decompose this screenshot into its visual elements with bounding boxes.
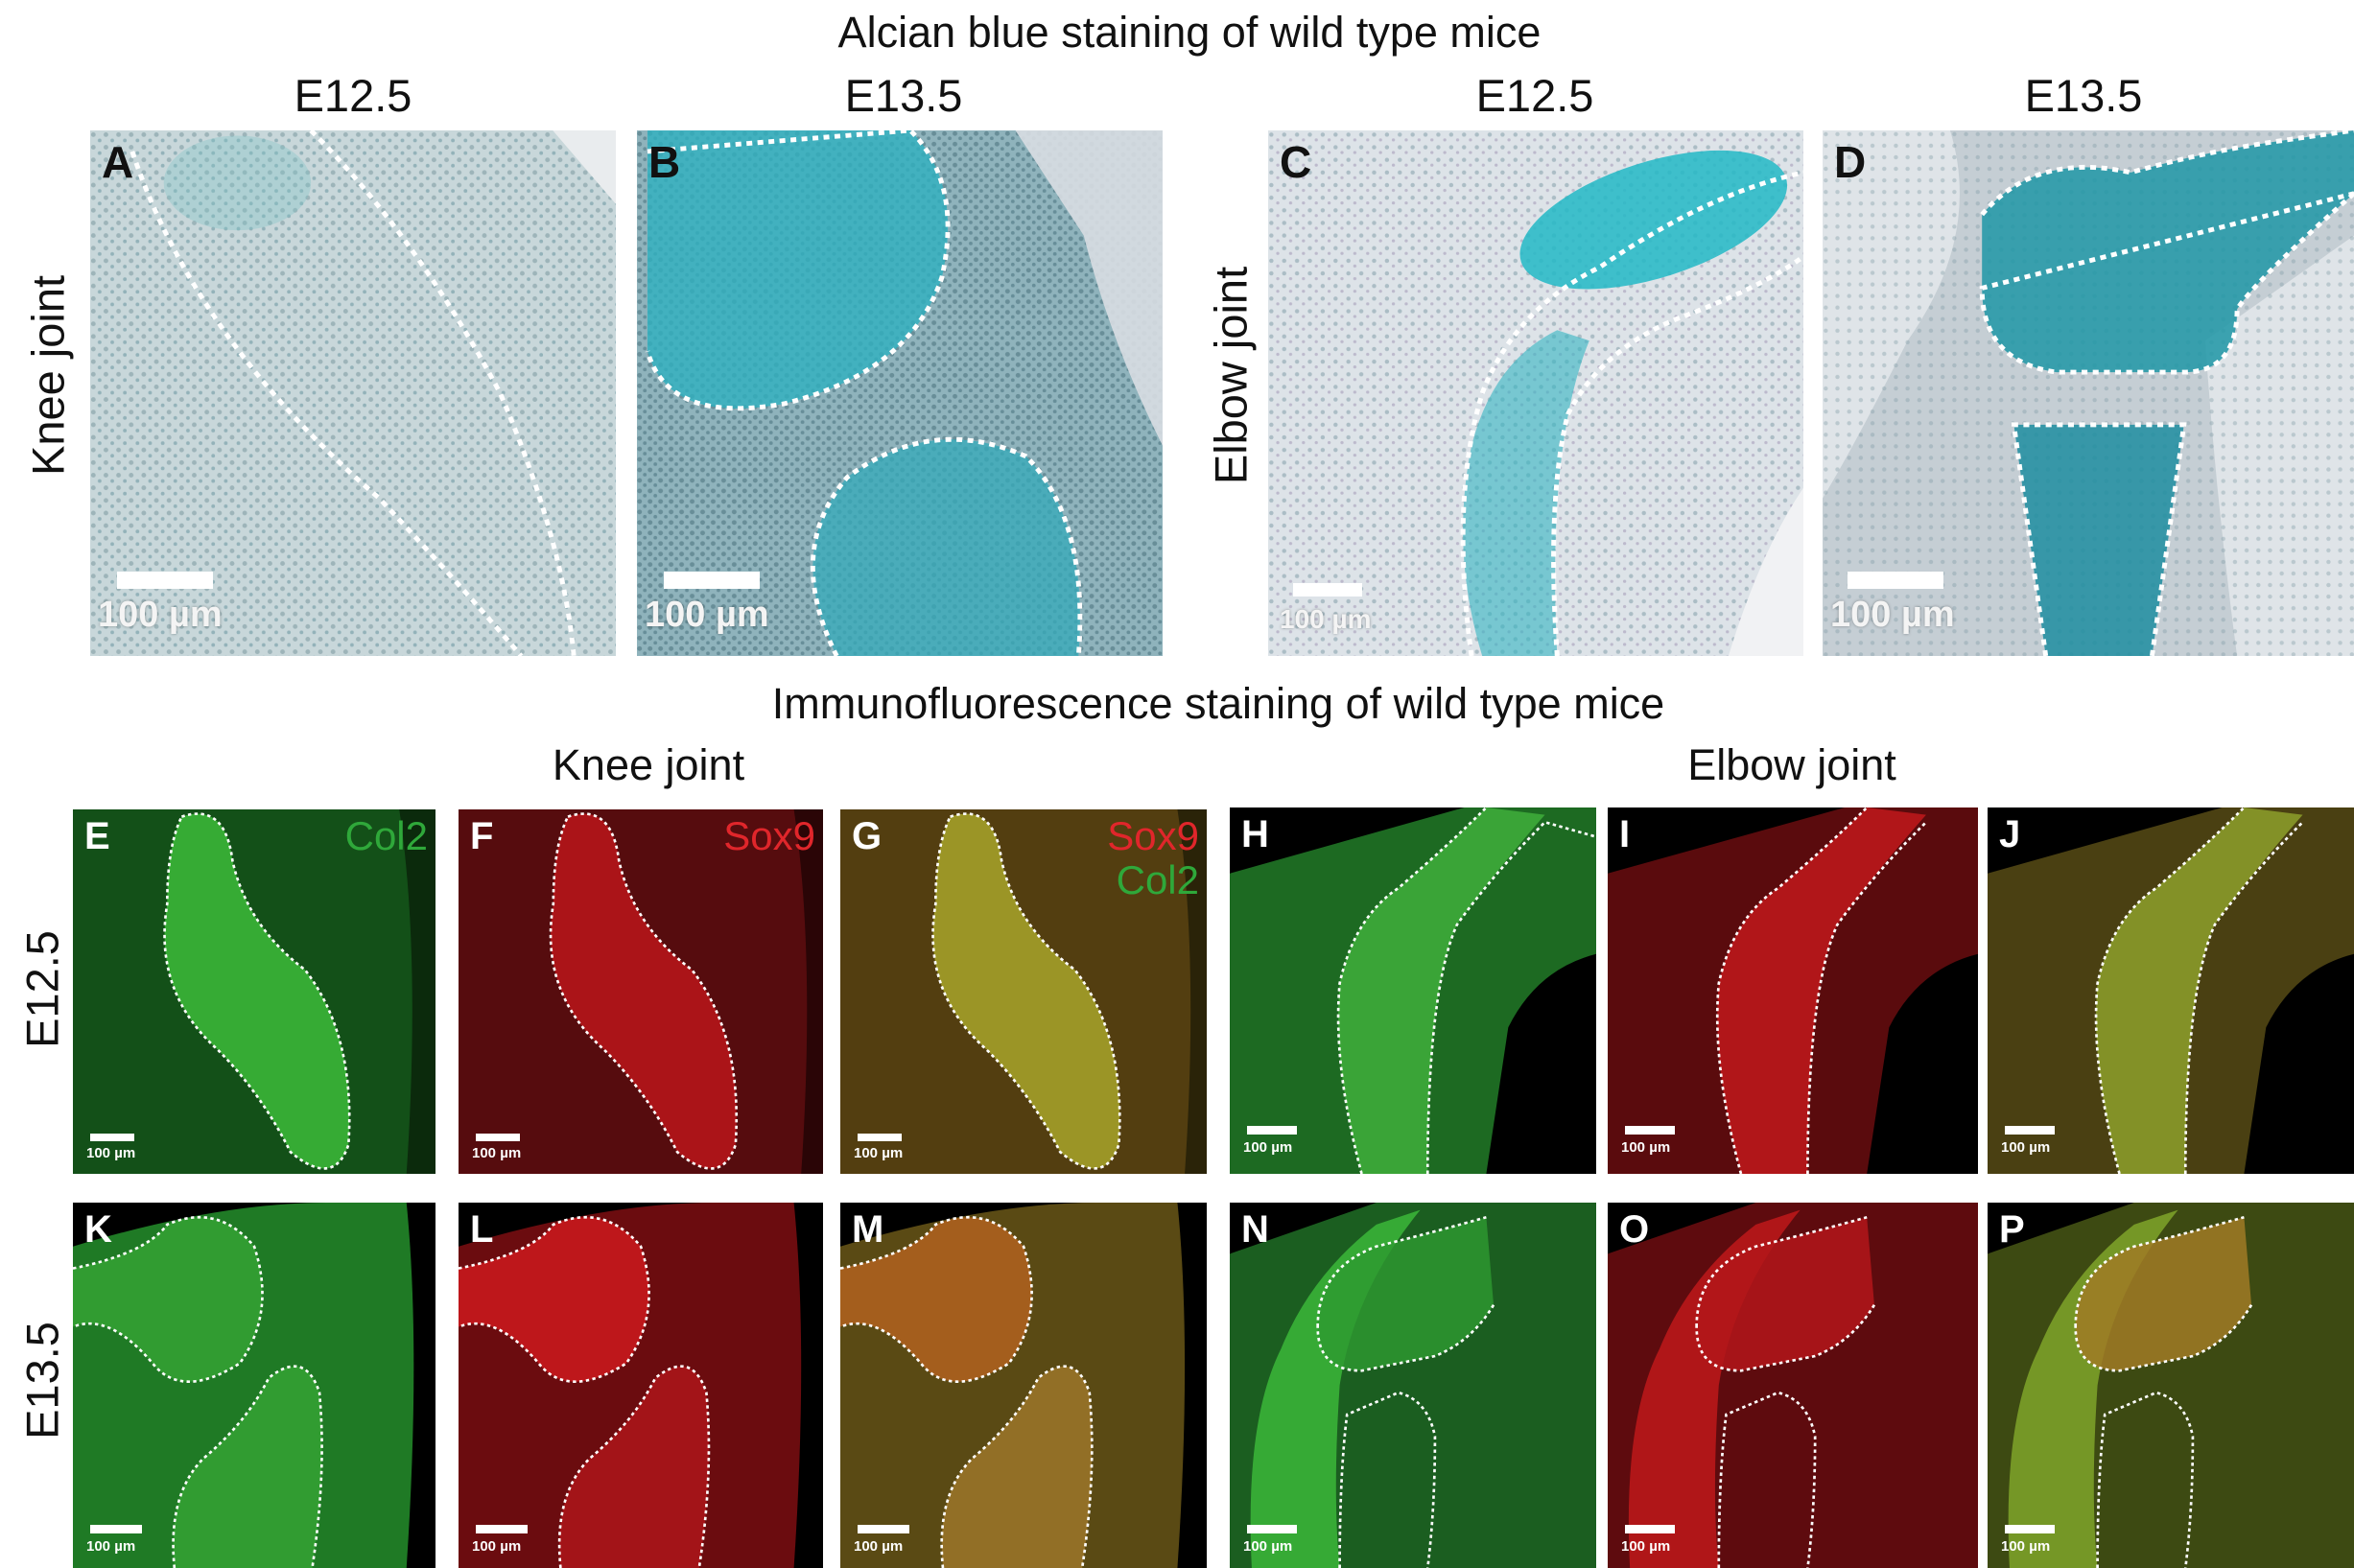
scale-bar-o: [1625, 1525, 1675, 1533]
scale-text-h: 100 µm: [1243, 1139, 1293, 1156]
panel-l: L 100 µm: [459, 1203, 823, 1568]
alcian-col-a: E12.5: [294, 70, 412, 121]
panel-letter-h: H: [1241, 813, 1269, 855]
immuno-row-e125: E12.5: [16, 930, 68, 1048]
panel-letter-b: B: [648, 137, 681, 187]
panel-letter-k: K: [84, 1208, 112, 1251]
panel-letter-j: J: [1999, 813, 2021, 855]
row-label-knee: Knee joint: [22, 274, 74, 477]
panel-o-image: [1608, 1203, 1978, 1568]
panel-letter-o: O: [1619, 1208, 1650, 1251]
immuno-row-e135: E13.5: [16, 1322, 68, 1439]
scale-bar-f: [476, 1134, 520, 1141]
panel-letter-e: E: [84, 815, 110, 857]
panel-l-image: [459, 1203, 823, 1568]
scale-bar-p: [2005, 1525, 2055, 1533]
panel-h-image: [1230, 807, 1596, 1174]
panel-d: D 100 µm: [1823, 130, 2354, 656]
panel-letter-d: D: [1834, 137, 1867, 187]
panel-c: C 100 µm: [1268, 130, 1803, 656]
panel-c-image: [1268, 130, 1803, 656]
panel-letter-f: F: [470, 815, 494, 857]
panel-j-image: [1988, 807, 2354, 1174]
scale-bar-g: [858, 1134, 902, 1141]
scale-bar-a: [117, 572, 213, 589]
scale-text-o: 100 µm: [1621, 1538, 1671, 1555]
scale-bar-l: [476, 1525, 528, 1533]
alcian-col-b: E13.5: [844, 70, 963, 121]
marker-sox9-f: Sox9: [723, 813, 815, 858]
scale-text-j: 100 µm: [2001, 1139, 2051, 1156]
scale-bar-i: [1625, 1126, 1675, 1135]
scale-text-m: 100 µm: [854, 1538, 904, 1555]
panel-o: O 100 µm: [1608, 1203, 1978, 1568]
panel-letter-p: P: [1999, 1208, 2025, 1251]
panel-letter-m: M: [852, 1208, 884, 1251]
immuno-group-knee: Knee joint: [552, 740, 745, 789]
panel-f: F Sox9 100 µm: [459, 809, 823, 1174]
panel-p: P 100 µm: [1988, 1203, 2354, 1568]
scale-text-g: 100 µm: [854, 1145, 904, 1161]
panel-p-image: [1988, 1203, 2354, 1568]
panel-b: B 100 µm: [637, 130, 1163, 656]
scale-bar-n: [1247, 1525, 1297, 1533]
panel-letter-g: G: [852, 815, 883, 857]
panel-g: G Sox9 Col2 100 µm: [840, 809, 1207, 1174]
panel-b-image: [637, 130, 1163, 656]
panel-a-image: [90, 130, 616, 656]
panel-j: J 100 µm: [1988, 807, 2354, 1174]
alcian-col-d: E13.5: [2024, 70, 2143, 121]
panel-d-image: [1823, 130, 2354, 656]
scale-text-k: 100 µm: [86, 1538, 136, 1555]
panel-n: N 100 µm: [1230, 1203, 1596, 1568]
marker-col2-g: Col2: [1116, 857, 1199, 902]
scale-bar-h: [1247, 1126, 1297, 1135]
panel-g-image: [840, 809, 1207, 1174]
panel-n-image: [1230, 1203, 1596, 1568]
marker-sox9-g: Sox9: [1107, 813, 1199, 858]
panel-m-image: [840, 1203, 1207, 1568]
panel-f-image: [459, 809, 823, 1174]
scale-bar-m: [858, 1525, 909, 1533]
panel-k: K 100 µm: [73, 1203, 435, 1568]
panel-letter-l: L: [470, 1208, 494, 1251]
scale-text-n: 100 µm: [1243, 1538, 1293, 1555]
panel-e: E Col2 100 µm: [73, 809, 435, 1174]
scale-text-e: 100 µm: [86, 1145, 136, 1161]
immuno-title: Immunofluorescence staining of wild type…: [771, 679, 1665, 728]
scale-text-p: 100 µm: [2001, 1538, 2051, 1555]
scale-text-d: 100 µm: [1830, 595, 1955, 635]
panel-i-image: [1608, 807, 1978, 1174]
marker-col2-e: Col2: [344, 813, 428, 858]
panel-letter-a: A: [102, 137, 134, 187]
panel-h: H 100 µm: [1230, 807, 1596, 1174]
immuno-group-elbow: Elbow joint: [1687, 740, 1896, 789]
panel-letter-c: C: [1280, 137, 1312, 187]
panel-letter-i: I: [1619, 813, 1631, 855]
scale-text-f: 100 µm: [472, 1145, 522, 1161]
row-label-elbow: Elbow joint: [1205, 266, 1257, 485]
panel-e-image: [73, 809, 435, 1174]
scale-text-i: 100 µm: [1621, 1139, 1671, 1156]
scale-bar-d: [1848, 572, 1943, 589]
alcian-col-c: E12.5: [1475, 70, 1594, 121]
scale-bar-k: [90, 1525, 142, 1533]
scale-text-c: 100 µm: [1280, 604, 1372, 634]
panel-i: I 100 µm: [1608, 807, 1978, 1174]
panel-letter-n: N: [1241, 1208, 1269, 1251]
panel-k-image: [73, 1203, 435, 1568]
alcian-title: Alcian blue staining of wild type mice: [837, 8, 1542, 57]
scale-bar-c: [1293, 583, 1362, 597]
scale-text-b: 100 µm: [645, 595, 769, 635]
scale-text-l: 100 µm: [472, 1538, 522, 1555]
scale-bar-b: [664, 572, 760, 589]
panel-a: A 100 µm: [90, 130, 616, 656]
scale-bar-e: [90, 1134, 134, 1141]
scale-bar-j: [2005, 1126, 2055, 1135]
panel-m: M 100 µm: [840, 1203, 1207, 1568]
scale-text-a: 100 µm: [98, 595, 223, 635]
